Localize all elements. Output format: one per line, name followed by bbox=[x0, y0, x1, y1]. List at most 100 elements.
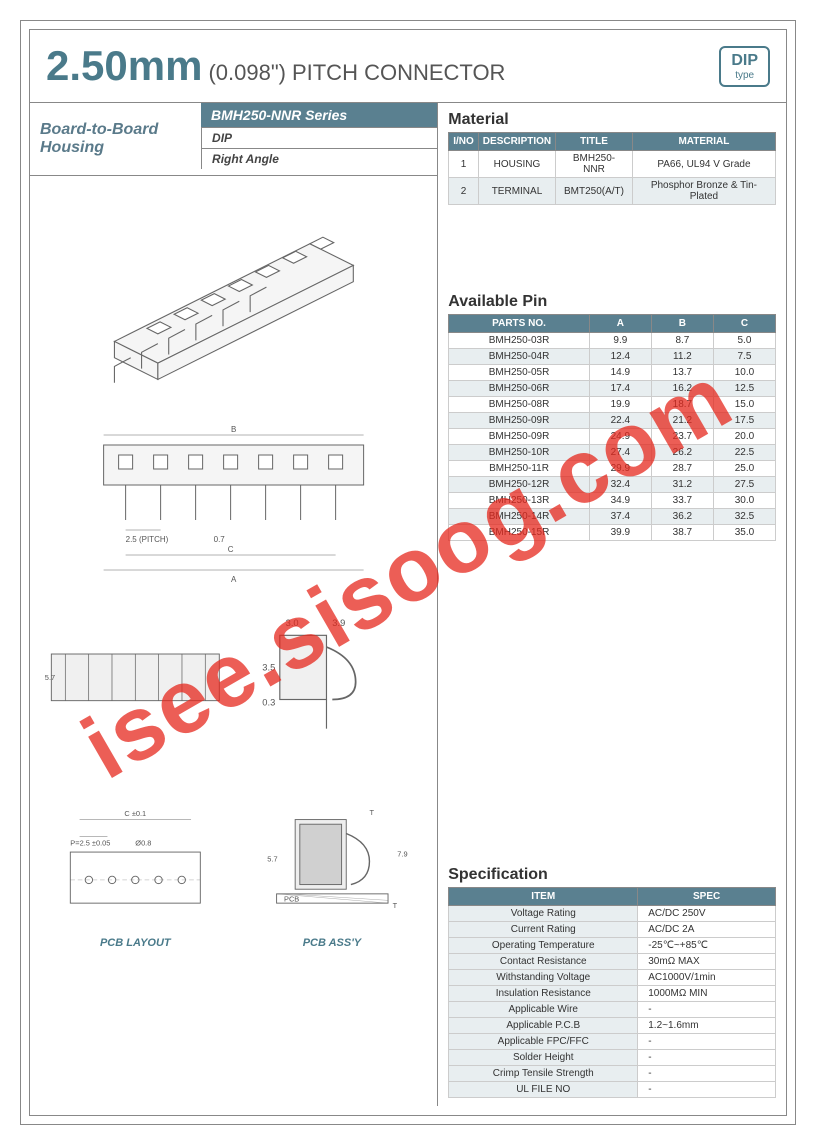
col-left: Board-to-Board Housing BMH250-NNR Series… bbox=[30, 103, 438, 1106]
table-cell: 31.2 bbox=[651, 477, 713, 493]
table-header: A bbox=[589, 315, 651, 333]
page-frame: 2.50mm (0.098") PITCH CONNECTOR DIP type… bbox=[20, 20, 796, 1125]
iso-drawing bbox=[42, 188, 425, 408]
product-title: Board-to-Board Housing bbox=[30, 103, 201, 175]
table-cell: 17.4 bbox=[589, 381, 651, 397]
section-bottom: 5.7 bbox=[42, 612, 229, 752]
available-pin-table: PARTS NO.ABC BMH250-03R9.98.75.0BMH250-0… bbox=[448, 314, 776, 541]
product-info: BMH250-NNR Series DIP Right Angle bbox=[201, 103, 437, 175]
table-row: Applicable Wire- bbox=[449, 1002, 776, 1018]
table-cell: 12.4 bbox=[589, 349, 651, 365]
specification-table: ITEMSPEC Voltage RatingAC/DC 250VCurrent… bbox=[448, 887, 776, 1098]
table-cell: 38.7 bbox=[651, 525, 713, 541]
ortho-svg: B bbox=[42, 420, 425, 600]
dim-pitch: 2.5 (PITCH) bbox=[126, 535, 169, 544]
table-cell: Insulation Resistance bbox=[449, 986, 638, 1002]
dim-c: C bbox=[228, 545, 234, 554]
dim-57a: 5.7 bbox=[45, 673, 55, 682]
table-row: 1HOUSINGBMH250-NNRPA66, UL94 V Grade bbox=[449, 151, 776, 178]
table-cell: Contact Resistance bbox=[449, 954, 638, 970]
pcb-layout-label: PCB LAYOUT bbox=[100, 937, 171, 949]
material-table: I/NODESCRIPTIONTITLEMATERIAL 1HOUSINGBMH… bbox=[448, 132, 776, 205]
table-header: ITEM bbox=[449, 888, 638, 906]
table-row: Applicable FPC/FFC- bbox=[449, 1034, 776, 1050]
table-cell: 30mΩ MAX bbox=[638, 954, 776, 970]
table-cell: BMH250-14R bbox=[449, 509, 590, 525]
table-row: BMH250-03R9.98.75.0 bbox=[449, 333, 776, 349]
table-header: PARTS NO. bbox=[449, 315, 590, 333]
product-title-2: Housing bbox=[40, 139, 191, 157]
table-cell: BMH250-13R bbox=[449, 493, 590, 509]
table-cell: 1000MΩ MIN bbox=[638, 986, 776, 1002]
dip-badge-bottom: type bbox=[731, 70, 758, 81]
table-cell: BMH250-05R bbox=[449, 365, 590, 381]
table-cell: 37.4 bbox=[589, 509, 651, 525]
product-type: DIP bbox=[201, 127, 437, 148]
table-cell: Phosphor Bronze & Tin-Plated bbox=[632, 178, 775, 205]
table-cell: 36.2 bbox=[651, 509, 713, 525]
dim-p25: P=2.5 ±0.05 bbox=[70, 839, 110, 848]
table-cell: 1.2~1.6mm bbox=[638, 1018, 776, 1034]
table-row: Withstanding VoltageAC1000V/1min bbox=[449, 970, 776, 986]
table-cell: 27.4 bbox=[589, 445, 651, 461]
iso-svg bbox=[71, 188, 397, 408]
table-row: BMH250-09R22.421.217.5 bbox=[449, 413, 776, 429]
table-cell: 22.4 bbox=[589, 413, 651, 429]
table-cell: 34.9 bbox=[589, 493, 651, 509]
table-header: DESCRIPTION bbox=[478, 133, 555, 151]
table-row: BMH250-12R32.431.227.5 bbox=[449, 477, 776, 493]
table-cell: Current Rating bbox=[449, 922, 638, 938]
table-cell: - bbox=[638, 1082, 776, 1098]
pitch-size: 2.50mm bbox=[46, 42, 202, 90]
table-row: BMH250-05R14.913.710.0 bbox=[449, 365, 776, 381]
table-row: Solder Height- bbox=[449, 1050, 776, 1066]
table-cell: 19.9 bbox=[589, 397, 651, 413]
table-cell: BMH250-10R bbox=[449, 445, 590, 461]
product-title-1: Board-to-Board bbox=[40, 121, 191, 139]
table-cell: 26.2 bbox=[651, 445, 713, 461]
dim-35: 3.5 bbox=[262, 662, 275, 672]
table-cell: 32.4 bbox=[589, 477, 651, 493]
table-cell: AC/DC 2A bbox=[638, 922, 776, 938]
table-cell: 13.7 bbox=[651, 365, 713, 381]
table-cell: BMH250-03R bbox=[449, 333, 590, 349]
table-cell: 28.7 bbox=[651, 461, 713, 477]
series-bar: BMH250-NNR Series bbox=[201, 103, 437, 127]
table-cell: BMH250-12R bbox=[449, 477, 590, 493]
table-row: Applicable P.C.B1.2~1.6mm bbox=[449, 1018, 776, 1034]
table-cell: 16.2 bbox=[651, 381, 713, 397]
table-row: BMH250-13R34.933.730.0 bbox=[449, 493, 776, 509]
table-cell: Operating Temperature bbox=[449, 938, 638, 954]
material-title: Material bbox=[448, 111, 776, 129]
ortho-drawing: B bbox=[42, 420, 425, 600]
table-cell: 10.0 bbox=[713, 365, 775, 381]
dim-08: Ø0.8 bbox=[135, 839, 151, 848]
table-cell: 21.2 bbox=[651, 413, 713, 429]
spacer2 bbox=[448, 555, 776, 852]
pcb-assy-label: PCB ASS'Y bbox=[303, 937, 361, 949]
specification-section: Specification ITEMSPEC Voltage RatingAC/… bbox=[448, 866, 776, 1098]
table-cell: 25.0 bbox=[713, 461, 775, 477]
table-cell: - bbox=[638, 1066, 776, 1082]
table-cell: 29.9 bbox=[589, 461, 651, 477]
table-row: BMH250-09R24.923.720.0 bbox=[449, 429, 776, 445]
table-row: 2TERMINALBMT250(A/T)Phosphor Bronze & Ti… bbox=[449, 178, 776, 205]
table-cell: BMH250-11R bbox=[449, 461, 590, 477]
table-cell: AC1000V/1min bbox=[638, 970, 776, 986]
pcb-layout: C ±0.1 P=2.5 ±0.05 Ø0.8 bbox=[42, 764, 229, 949]
table-row: Current RatingAC/DC 2A bbox=[449, 922, 776, 938]
table-cell: BMH250-NNR bbox=[556, 151, 633, 178]
table-header: SPEC bbox=[638, 888, 776, 906]
table-header: B bbox=[651, 315, 713, 333]
dim-b: B bbox=[231, 425, 236, 434]
available-pin-title: Available Pin bbox=[448, 293, 776, 311]
table-cell: Voltage Rating bbox=[449, 906, 638, 922]
spacer bbox=[448, 219, 776, 279]
table-cell: BMH250-06R bbox=[449, 381, 590, 397]
table-cell: BMT250(A/T) bbox=[556, 178, 633, 205]
header: 2.50mm (0.098") PITCH CONNECTOR DIP type bbox=[30, 30, 786, 103]
table-cell: 22.5 bbox=[713, 445, 775, 461]
table-cell: 23.7 bbox=[651, 429, 713, 445]
dip-badge-top: DIP bbox=[731, 52, 758, 70]
table-cell: 9.9 bbox=[589, 333, 651, 349]
